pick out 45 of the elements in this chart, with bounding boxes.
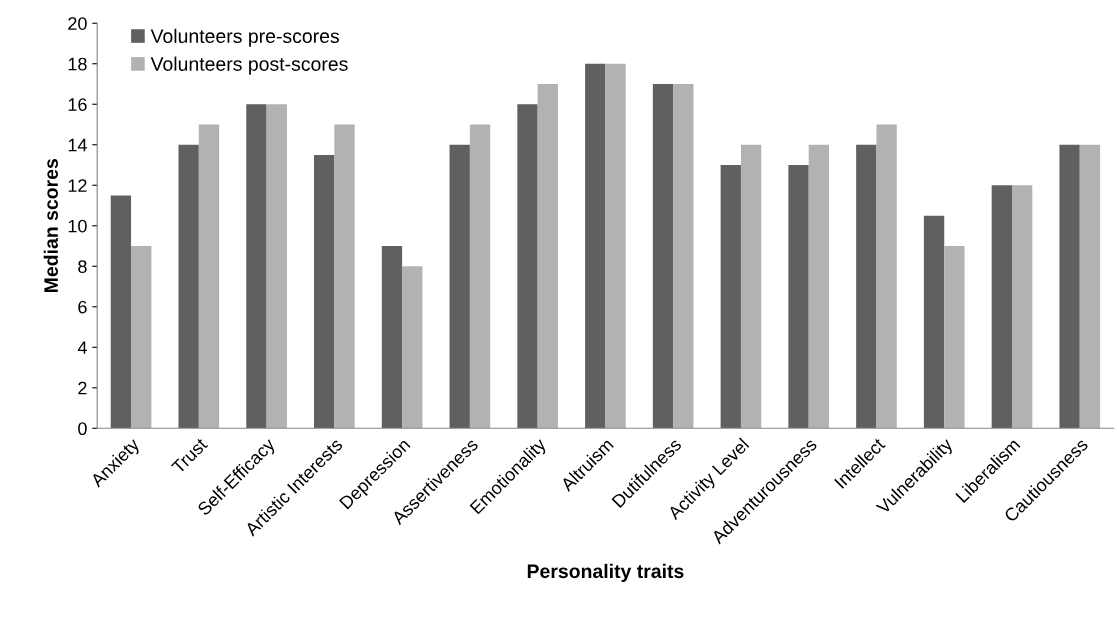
bar (585, 63, 606, 429)
y-tick-label: 8 (78, 260, 87, 273)
bar (876, 124, 897, 429)
bar (178, 144, 199, 429)
bar (856, 144, 877, 429)
y-tick-label: 16 (68, 98, 87, 111)
bar (740, 144, 762, 429)
y-tick-label: 12 (68, 179, 87, 192)
bar (1079, 144, 1101, 429)
bar (334, 124, 355, 429)
bar (673, 83, 694, 429)
y-tick-label: 2 (78, 381, 87, 395)
y-tick-label: 18 (68, 57, 87, 71)
bar (652, 83, 674, 429)
bar (923, 215, 945, 429)
y-tick-label: 14 (68, 138, 87, 152)
y-tick-label: 10 (68, 219, 87, 233)
x-axis-title: Personality traits (527, 563, 684, 582)
bar (788, 165, 809, 429)
bar (605, 63, 626, 429)
bar (198, 124, 220, 429)
y-tick-label: 20 (68, 17, 87, 30)
bar (517, 104, 538, 429)
bar (808, 144, 830, 429)
bar (1059, 144, 1080, 429)
bar (469, 124, 491, 429)
bar (246, 104, 267, 429)
legend-label: Volunteers pre-scores (150, 28, 339, 47)
bar (991, 185, 1012, 429)
bar (381, 246, 403, 429)
bar (314, 154, 335, 429)
bar (537, 83, 558, 429)
y-tick-label: 6 (78, 300, 87, 314)
bar (131, 246, 152, 429)
legend-label: Volunteers post-scores (150, 56, 348, 75)
bar (110, 195, 132, 429)
bar (402, 266, 423, 429)
bar (944, 246, 965, 429)
bar (1012, 185, 1033, 429)
bar (266, 104, 287, 429)
bar (720, 165, 741, 429)
bar (449, 144, 470, 429)
y-tick-label: 0 (78, 422, 87, 436)
y-tick-label: 4 (77, 341, 87, 354)
y-axis-title: Median scores (43, 159, 58, 292)
